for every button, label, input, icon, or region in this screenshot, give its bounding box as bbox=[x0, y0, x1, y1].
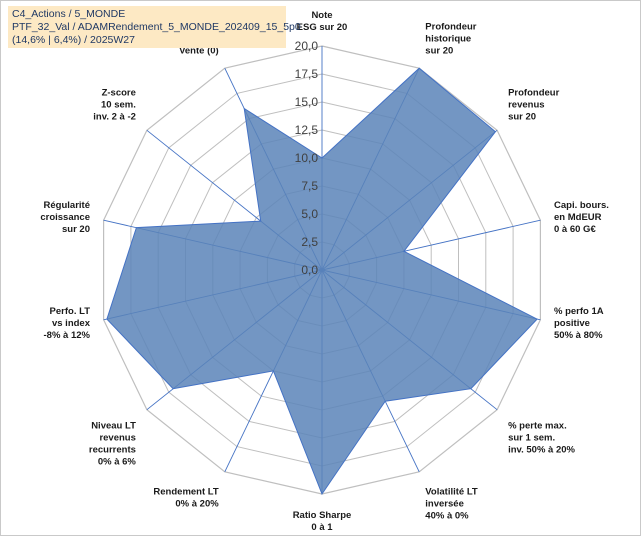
axis-label: Régularité croissance sur 20 bbox=[40, 200, 90, 235]
axis-label-line: % perte max. bbox=[508, 420, 567, 431]
axis-label-line: Ratio Sharpe bbox=[293, 510, 352, 521]
axis-label: Rendement LT 0% à 20% bbox=[153, 486, 219, 509]
axis-label-line: sur 20 bbox=[62, 224, 90, 235]
axis-label: % perte max. sur 1 sem. inv. 50% à 20% bbox=[508, 420, 575, 455]
axis-label-line: Volatilité LT bbox=[425, 486, 478, 497]
axis-label-line: 0% à 6% bbox=[98, 456, 137, 467]
axis-label-line: vs index bbox=[52, 318, 91, 329]
axis-label-line: % perfo 1A bbox=[554, 306, 604, 317]
axis-label-line: sur 1 sem. bbox=[508, 432, 555, 443]
axis-label-line: en MdEUR bbox=[554, 212, 602, 223]
axis-label-line: Profondeur bbox=[508, 88, 559, 99]
axis-label-line: inversée bbox=[425, 498, 464, 509]
tick-label: 5,0 bbox=[301, 207, 318, 221]
axis-label-line: inv. 2 à -2 bbox=[93, 112, 136, 123]
portfolio-info-box: C4_Actions / 5_MONDE PTF_32_Val / ADAMRe… bbox=[8, 6, 301, 48]
axis-label-line: revenus bbox=[99, 432, 135, 443]
axis-label-line: ESG sur 20 bbox=[297, 22, 348, 33]
axis-label-line: revenus bbox=[508, 100, 544, 111]
axis-label: Note ESG sur 20 bbox=[297, 10, 348, 33]
info-line-1: C4_Actions / 5_MONDE bbox=[12, 8, 126, 20]
tick-label: 12,5 bbox=[295, 123, 319, 137]
axis-label: Profondeur revenus sur 20 bbox=[508, 88, 559, 123]
info-line-2: PTF_32_Val / ADAMRendement_5_MONDE_20240… bbox=[12, 21, 301, 33]
tick-label: 0,0 bbox=[301, 263, 318, 277]
axis-label-line: croissance bbox=[40, 212, 90, 223]
axis-label: % perfo 1A positive 50% à 80% bbox=[554, 306, 604, 341]
axis-label-line: 40% à 0% bbox=[425, 510, 469, 521]
axis-label-line: Perfo. LT bbox=[50, 306, 91, 317]
axis-label: Volatilité LT inversée 40% à 0% bbox=[425, 486, 478, 521]
axis-label-line: 10 sem. bbox=[101, 100, 136, 111]
axis-label-line: Z-score bbox=[102, 88, 136, 99]
axis-label-line: Profondeur bbox=[425, 22, 476, 33]
tick-label: 10,0 bbox=[295, 151, 319, 165]
radial-tick-labels: 0,0 2,5 5,0 7,5 10,0 12,5 15,0 17,5 20,0 bbox=[295, 39, 319, 277]
axis-label-line: inv. 50% à 20% bbox=[508, 444, 575, 455]
axis-label-line: Rendement LT bbox=[153, 486, 218, 497]
axis-label-line: 0 à 1 bbox=[311, 522, 333, 533]
tick-label: 17,5 bbox=[295, 67, 319, 81]
axis-label-line: 0% à 20% bbox=[175, 498, 219, 509]
axis-label: Ratio Sharpe 0 à 1 bbox=[293, 510, 352, 533]
axis-label-line: 50% à 80% bbox=[554, 330, 603, 341]
axis-label: Niveau LT revenus recurrents 0% à 6% bbox=[89, 420, 137, 467]
tick-label: 2,5 bbox=[301, 235, 318, 249]
tick-label: 20,0 bbox=[295, 39, 319, 53]
axis-label-line: Note bbox=[311, 10, 332, 21]
axis-label-line: Niveau LT bbox=[91, 420, 136, 431]
axis-label-line: -8% à 12% bbox=[44, 330, 91, 341]
axis-label-line: 0 à 60 G€ bbox=[554, 224, 596, 235]
axis-label: Capi. bours. en MdEUR 0 à 60 G€ bbox=[554, 200, 609, 235]
series-area bbox=[106, 67, 538, 496]
axis-label: Z-score 10 sem. inv. 2 à -2 bbox=[93, 88, 136, 123]
axis-label: Perfo. LT vs index -8% à 12% bbox=[44, 306, 91, 341]
tick-label: 15,0 bbox=[295, 95, 319, 109]
axis-label-line: Capi. bours. bbox=[554, 200, 609, 211]
axis-label-line: Régularité bbox=[44, 200, 90, 211]
axis-label: Profondeur historique sur 20 bbox=[425, 22, 476, 57]
axis-label-line: sur 20 bbox=[425, 46, 453, 57]
tick-label: 7,5 bbox=[301, 179, 318, 193]
axis-label-line: recurrents bbox=[89, 444, 136, 455]
axis-label-line: Vente (0) bbox=[179, 46, 219, 57]
axis-label-line: historique bbox=[425, 34, 471, 45]
info-line-3: (14,6% | 6,4%) / 2025W27 bbox=[12, 34, 135, 46]
axis-label-line: sur 20 bbox=[508, 112, 536, 123]
axis-label-line: positive bbox=[554, 318, 590, 329]
